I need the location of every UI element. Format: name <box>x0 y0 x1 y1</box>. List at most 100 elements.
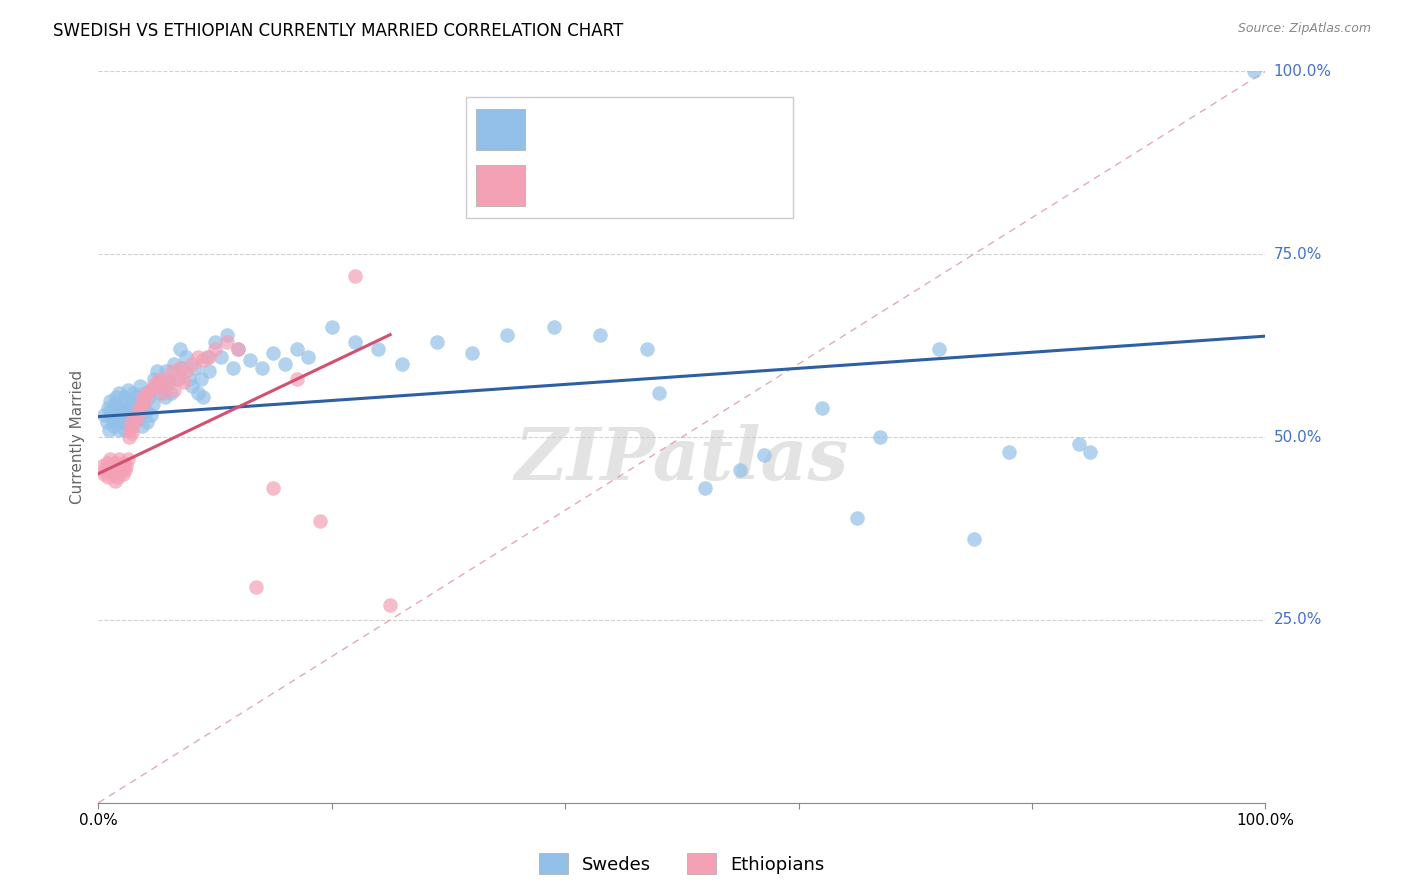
Point <box>131 419 153 434</box>
Point <box>160 364 183 378</box>
Point <box>136 386 159 401</box>
Point <box>752 448 775 462</box>
Point <box>187 386 209 401</box>
Point <box>94 463 117 477</box>
Point <box>127 408 149 422</box>
Point <box>159 386 181 401</box>
Point <box>96 456 118 470</box>
Point <box>97 463 120 477</box>
Point <box>104 463 127 477</box>
Point <box>114 423 136 437</box>
Point <box>136 416 159 430</box>
Point <box>695 481 717 495</box>
Point <box>149 386 172 401</box>
Point <box>461 346 484 360</box>
Point <box>344 334 367 349</box>
Point <box>122 416 145 430</box>
Point <box>103 456 125 470</box>
Point <box>103 419 125 434</box>
Point <box>132 390 155 404</box>
Point <box>120 393 142 408</box>
Point <box>152 379 174 393</box>
Point <box>262 481 284 495</box>
Point <box>636 343 658 357</box>
Point <box>98 452 121 467</box>
Point <box>274 357 297 371</box>
Point <box>111 404 134 418</box>
Point <box>98 393 121 408</box>
Point <box>128 401 150 415</box>
Point <box>127 412 149 426</box>
Point <box>928 343 950 357</box>
Point <box>962 533 984 547</box>
Point <box>157 371 180 385</box>
Point <box>97 423 120 437</box>
Point <box>193 390 215 404</box>
Point <box>152 386 174 401</box>
Point <box>391 357 413 371</box>
Point <box>426 334 449 349</box>
Point <box>169 343 191 357</box>
Point <box>155 364 177 378</box>
Point <box>107 470 129 484</box>
Point <box>204 343 226 357</box>
Point <box>112 456 135 470</box>
Point <box>221 360 243 375</box>
Point <box>1243 64 1265 78</box>
Point <box>139 408 162 422</box>
Point <box>239 353 262 368</box>
Point <box>117 401 139 415</box>
Point <box>120 416 142 430</box>
Point <box>245 580 267 594</box>
Point <box>166 371 188 385</box>
Point <box>169 360 191 375</box>
Point <box>112 390 135 404</box>
Point <box>1080 444 1102 458</box>
Point <box>122 386 145 401</box>
Point <box>187 350 209 364</box>
Point <box>108 386 131 401</box>
Point <box>117 383 139 397</box>
Point <box>173 376 195 390</box>
Point <box>138 390 160 404</box>
Point <box>122 419 145 434</box>
Point <box>111 467 134 481</box>
Point <box>117 452 139 467</box>
Text: ZIPatlas: ZIPatlas <box>515 424 849 494</box>
Point <box>97 401 120 415</box>
Point <box>118 430 141 444</box>
Y-axis label: Currently Married: Currently Married <box>69 370 84 504</box>
Point <box>174 350 197 364</box>
Point <box>101 412 124 426</box>
Point <box>101 467 124 481</box>
Point <box>146 376 169 390</box>
Point <box>97 470 120 484</box>
Point <box>110 412 132 426</box>
Point <box>104 397 127 411</box>
Point <box>172 360 194 375</box>
Point <box>141 383 163 397</box>
Point <box>108 423 131 437</box>
Point <box>811 401 834 415</box>
Text: 75.0%: 75.0% <box>1274 247 1322 261</box>
Point <box>846 510 869 524</box>
Point <box>115 408 138 422</box>
Point <box>121 426 143 441</box>
Point <box>125 390 148 404</box>
Point <box>184 360 207 375</box>
Point <box>309 514 332 528</box>
Point <box>153 390 176 404</box>
Point <box>118 423 141 437</box>
Point <box>997 444 1019 458</box>
Point <box>180 379 202 393</box>
Point <box>139 383 162 397</box>
Point <box>115 459 138 474</box>
Point <box>90 459 112 474</box>
Point <box>209 350 232 364</box>
Point <box>228 343 250 357</box>
Point <box>215 334 238 349</box>
Point <box>111 397 134 411</box>
Point <box>193 353 215 368</box>
Point <box>125 412 148 426</box>
Point <box>114 463 136 477</box>
